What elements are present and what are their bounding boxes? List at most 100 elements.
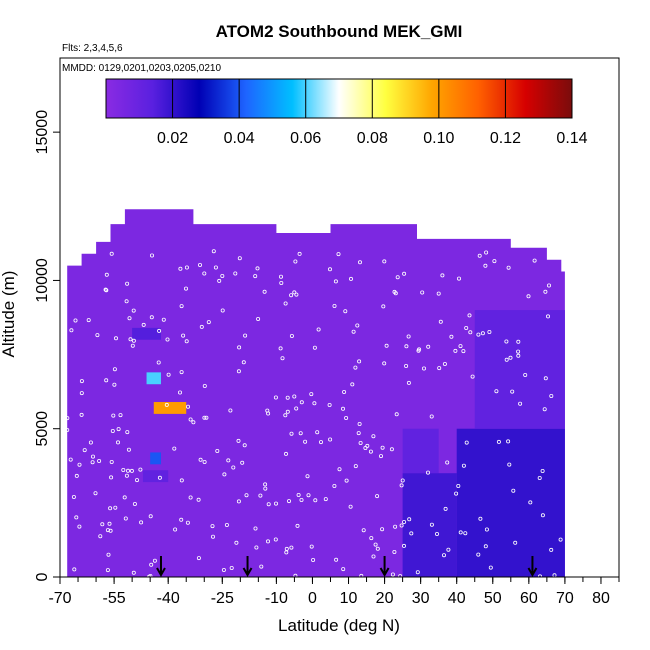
sample-marker	[549, 547, 554, 552]
sample-marker	[149, 562, 154, 567]
plot-frame	[59, 57, 620, 578]
sample-marker	[446, 547, 451, 552]
sample-marker	[337, 467, 342, 472]
sample-marker	[105, 568, 110, 573]
sample-marker	[292, 394, 297, 399]
x-tick-label: -55	[103, 590, 126, 607]
sample-marker	[172, 446, 177, 451]
sample-marker	[506, 439, 511, 444]
sample-marker	[279, 280, 284, 285]
sample-marker	[537, 475, 542, 480]
sample-marker	[74, 473, 79, 478]
sample-marker	[241, 360, 246, 365]
y-tick-label: 0	[34, 572, 51, 581]
sample-marker	[461, 463, 466, 468]
sample-marker	[542, 407, 547, 412]
sample-marker	[183, 286, 188, 291]
sample-markers	[65, 249, 563, 577]
sample-marker	[369, 536, 374, 541]
sample-marker	[293, 259, 298, 264]
colorbar-tick-label: 0.04	[224, 130, 255, 147]
sample-marker	[305, 474, 310, 479]
sample-marker	[273, 395, 278, 400]
sample-marker	[540, 513, 545, 518]
sample-marker	[318, 440, 323, 445]
sample-marker	[429, 522, 434, 527]
dates-note: MMDD: 0129,0201,0203,0205,0210	[62, 63, 221, 74]
sample-marker	[298, 431, 303, 436]
sample-marker	[543, 376, 548, 381]
sample-marker	[116, 440, 121, 445]
arrow-marker	[527, 556, 538, 578]
sample-marker	[98, 534, 103, 539]
sample-marker	[161, 317, 166, 322]
sample-marker	[470, 374, 475, 379]
sample-marker	[442, 361, 447, 366]
sample-marker	[528, 500, 533, 505]
sample-marker	[185, 404, 190, 409]
sample-marker	[126, 468, 131, 473]
sample-marker	[231, 465, 236, 470]
sample-marker	[179, 304, 184, 309]
colorbar: 0.02 0.04 0.06 0.08 0.10 0.12 0.14	[105, 78, 588, 147]
sample-marker	[327, 267, 332, 272]
sample-marker	[149, 315, 154, 320]
sample-marker	[67, 255, 72, 260]
sample-marker	[425, 470, 430, 475]
sample-marker	[121, 467, 126, 472]
sample-marker	[344, 415, 349, 420]
sample-marker	[549, 393, 554, 398]
sample-marker	[156, 360, 161, 365]
sample-marker	[511, 488, 516, 493]
sample-marker	[125, 281, 130, 286]
sample-marker	[456, 276, 461, 281]
sample-marker	[108, 506, 113, 511]
sample-marker	[112, 367, 117, 372]
sample-marker	[494, 389, 499, 394]
sample-marker	[399, 483, 404, 488]
sample-marker	[299, 497, 304, 502]
sample-marker	[467, 313, 472, 318]
sample-marker	[259, 564, 264, 569]
sample-marker	[336, 252, 341, 257]
sample-marker	[93, 491, 98, 496]
sample-marker	[516, 353, 521, 358]
sample-marker	[125, 430, 130, 435]
sample-marker	[415, 570, 420, 575]
sample-marker	[228, 408, 233, 413]
sample-marker	[416, 348, 421, 353]
heat-patch-4	[142, 470, 169, 483]
sample-marker	[476, 552, 481, 557]
y-tick-label: 15000	[34, 110, 51, 155]
sample-marker	[478, 516, 483, 521]
sample-marker	[526, 294, 531, 299]
sample-marker	[237, 256, 242, 261]
sample-marker	[109, 475, 114, 480]
x-tick-label: -25	[211, 590, 234, 607]
sample-marker	[132, 501, 137, 506]
sample-marker	[400, 478, 405, 483]
sample-marker	[149, 253, 154, 258]
sample-marker	[358, 440, 363, 445]
sample-marker	[401, 543, 406, 548]
sample-marker	[263, 486, 268, 491]
sample-marker	[441, 553, 446, 558]
sample-marker	[109, 459, 114, 464]
sample-marker	[243, 333, 248, 338]
sample-marker	[461, 349, 466, 354]
sample-marker	[204, 415, 209, 420]
sample-marker	[68, 457, 73, 462]
sample-marker	[110, 428, 115, 433]
sample-marker	[508, 355, 513, 360]
sample-marker	[244, 493, 249, 498]
sample-marker	[266, 411, 271, 416]
sample-marker	[157, 328, 162, 333]
x-tick-label: -70	[48, 590, 71, 607]
sample-marker	[294, 292, 299, 297]
sample-marker	[510, 389, 515, 394]
sample-marker	[332, 303, 337, 308]
sample-marker	[438, 319, 443, 324]
sample-marker	[100, 522, 105, 527]
sample-marker	[289, 545, 294, 550]
